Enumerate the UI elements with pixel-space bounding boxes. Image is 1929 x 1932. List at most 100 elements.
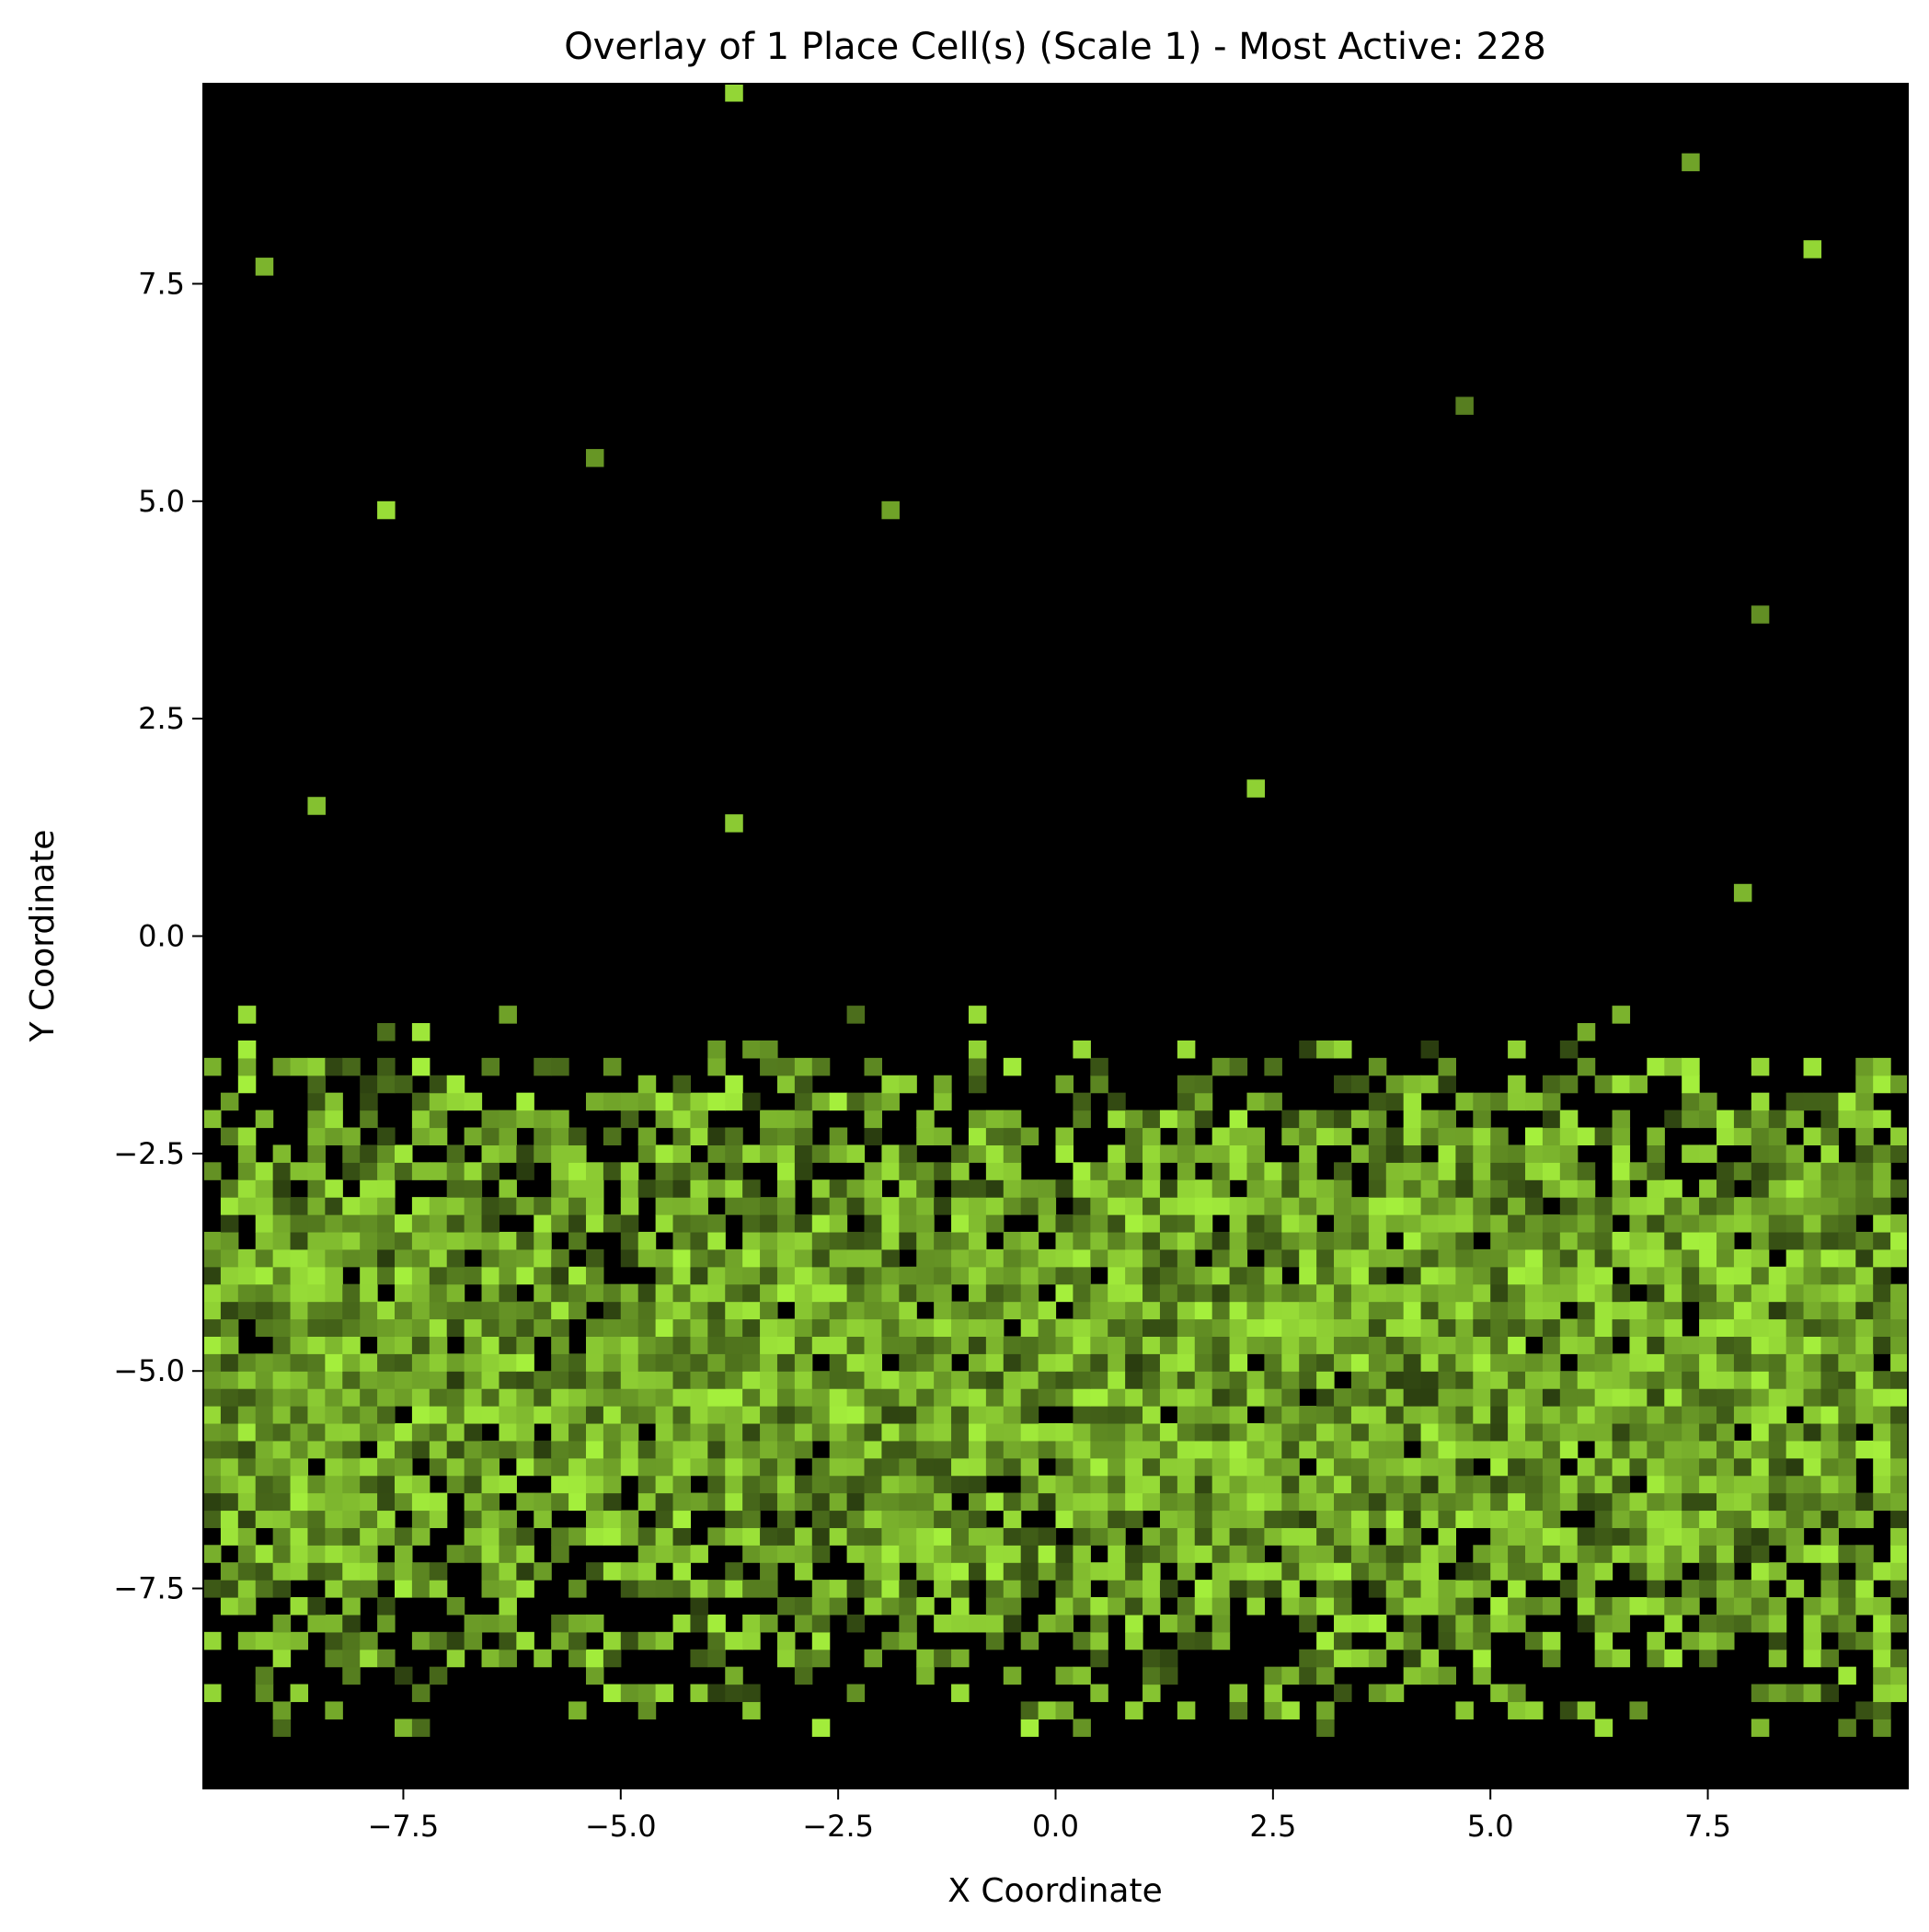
heat-cell bbox=[220, 1353, 239, 1372]
heat-cell bbox=[1420, 1301, 1440, 1320]
heat-cell bbox=[220, 1283, 239, 1303]
heat-cell bbox=[1717, 1248, 1735, 1268]
heat-cell bbox=[1316, 1040, 1335, 1059]
heat-cell bbox=[429, 1248, 448, 1268]
heat-cell bbox=[1855, 1510, 1874, 1528]
heat-cell bbox=[203, 1545, 222, 1563]
heat-cell bbox=[776, 1440, 796, 1459]
heat-cell bbox=[985, 1422, 1005, 1442]
heat-cell bbox=[1316, 1597, 1335, 1616]
heat-cell bbox=[1559, 1475, 1579, 1494]
heat-cell bbox=[551, 1440, 569, 1459]
heat-cell bbox=[1855, 1371, 1874, 1389]
heat-cell bbox=[916, 1597, 935, 1616]
heat-cell bbox=[411, 1301, 431, 1320]
heat-cell bbox=[951, 1562, 970, 1581]
heat-cell bbox=[1559, 1127, 1579, 1145]
heat-cell bbox=[1717, 1353, 1735, 1372]
heat-cell bbox=[707, 1266, 726, 1285]
heat-cell bbox=[1820, 1545, 1839, 1563]
heat-cell bbox=[1717, 1422, 1735, 1442]
heat-cell bbox=[342, 1214, 361, 1233]
heat-cell bbox=[1438, 1666, 1456, 1685]
heat-cell bbox=[690, 1353, 708, 1372]
heat-cell bbox=[1090, 1057, 1108, 1076]
heat-cell bbox=[342, 1440, 361, 1459]
y-axis-label: Y Coordinate bbox=[24, 830, 62, 1043]
heat-cell bbox=[203, 1248, 222, 1268]
heat-cell bbox=[237, 1075, 257, 1094]
heat-cell bbox=[1629, 1562, 1648, 1581]
heat-cell bbox=[1682, 1510, 1700, 1528]
heat-cell bbox=[516, 1318, 534, 1337]
heat-cell bbox=[811, 1597, 831, 1616]
heat-cell bbox=[220, 1492, 239, 1512]
heat-cell bbox=[1629, 1440, 1648, 1459]
heat-cell bbox=[1612, 1545, 1631, 1563]
heat-cell bbox=[220, 1457, 239, 1477]
heat-cell bbox=[1385, 1527, 1405, 1546]
heat-cell bbox=[377, 1336, 396, 1354]
heat-cell bbox=[951, 1684, 970, 1703]
heat-cell bbox=[551, 1179, 569, 1198]
heat-cell bbox=[1717, 1597, 1735, 1616]
heat-cell bbox=[1420, 1510, 1440, 1528]
heat-cell bbox=[1838, 1110, 1856, 1129]
heat-cell bbox=[1334, 1075, 1352, 1094]
heat-cell bbox=[1508, 1701, 1526, 1719]
heat-cell bbox=[881, 1248, 900, 1268]
heat-cell bbox=[534, 1197, 552, 1215]
heat-cell bbox=[1420, 1388, 1440, 1407]
heat-cell bbox=[846, 1336, 866, 1354]
heat-cell bbox=[1577, 1545, 1596, 1563]
heat-cell bbox=[829, 1580, 848, 1598]
heat-cell bbox=[1142, 1475, 1161, 1494]
heat-cell bbox=[481, 1301, 500, 1320]
heat-cell bbox=[446, 1422, 465, 1442]
heat-cell bbox=[1438, 1422, 1456, 1442]
heat-cell bbox=[690, 1162, 708, 1180]
heat-cell bbox=[1785, 1214, 1805, 1233]
heat-cell bbox=[446, 1301, 465, 1320]
heat-cell bbox=[1768, 1562, 1787, 1581]
heat-cell bbox=[690, 1336, 708, 1354]
heat-cell bbox=[1682, 1457, 1700, 1477]
heat-cell bbox=[1785, 1492, 1805, 1512]
heat-cell bbox=[1385, 1197, 1405, 1215]
heat-cell bbox=[899, 1406, 917, 1424]
heat-cell bbox=[1490, 1092, 1509, 1111]
heat-cell bbox=[481, 1545, 500, 1563]
heat-cell bbox=[1508, 1597, 1526, 1616]
heat-cell bbox=[637, 1492, 657, 1512]
heat-cell bbox=[794, 1353, 813, 1372]
heat-cell bbox=[1142, 1162, 1161, 1180]
heat-cell bbox=[899, 1388, 917, 1407]
heat-cell bbox=[1803, 1631, 1822, 1650]
heat-cell bbox=[776, 1545, 796, 1563]
heat-cell bbox=[1525, 1318, 1544, 1337]
heat-cell bbox=[307, 1527, 326, 1546]
heat-cell bbox=[968, 1127, 987, 1145]
heat-cell bbox=[1803, 1475, 1822, 1494]
heat-cell bbox=[742, 1179, 761, 1198]
heat-cell bbox=[568, 1492, 587, 1512]
heat-cell bbox=[1125, 1422, 1143, 1442]
heat-cell bbox=[1229, 1266, 1248, 1285]
heat-cell bbox=[1316, 1127, 1335, 1145]
heat-cell bbox=[1142, 1649, 1161, 1668]
heat-cell bbox=[864, 1649, 883, 1668]
heat-cell bbox=[1108, 1545, 1126, 1563]
heat-cell bbox=[637, 1371, 657, 1389]
heat-cell bbox=[1211, 1127, 1231, 1145]
heat-cell bbox=[290, 1422, 309, 1442]
heat-cell bbox=[481, 1214, 500, 1233]
heat-cell bbox=[968, 1492, 987, 1512]
heat-cell bbox=[1785, 1179, 1805, 1198]
heat-cell bbox=[934, 1492, 952, 1512]
heat-cell bbox=[725, 1631, 743, 1650]
heat-cell bbox=[707, 1179, 726, 1198]
heat-cell bbox=[499, 1631, 517, 1650]
heat-cell bbox=[1385, 1214, 1405, 1233]
heat-cell bbox=[620, 1422, 639, 1442]
heat-cell bbox=[377, 1179, 396, 1198]
